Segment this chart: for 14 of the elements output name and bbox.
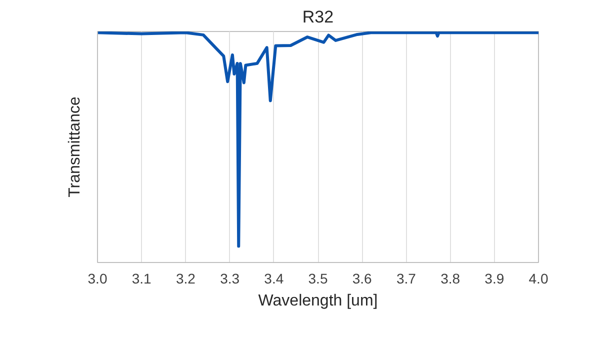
x-tick-label: 3.5 [308,270,328,286]
x-tick-label: 3.6 [352,270,372,286]
x-tick-label: 3.1 [132,270,152,286]
x-tick-label: 3.2 [176,270,196,286]
y-axis-title: Transmittance [66,96,84,198]
x-tick-label: 4.0 [528,270,548,286]
x-axis-title: Wavelength [um] [258,292,378,310]
x-tick-label: 3.3 [220,270,240,286]
x-tick-label: 3.7 [396,270,416,286]
x-tick-label: 3.8 [440,270,460,286]
chart-title: R32 [302,8,334,26]
x-tick-label: 3.4 [264,270,284,286]
x-tick-label: 3.9 [484,270,504,286]
x-tick-label: 3.0 [88,270,108,286]
